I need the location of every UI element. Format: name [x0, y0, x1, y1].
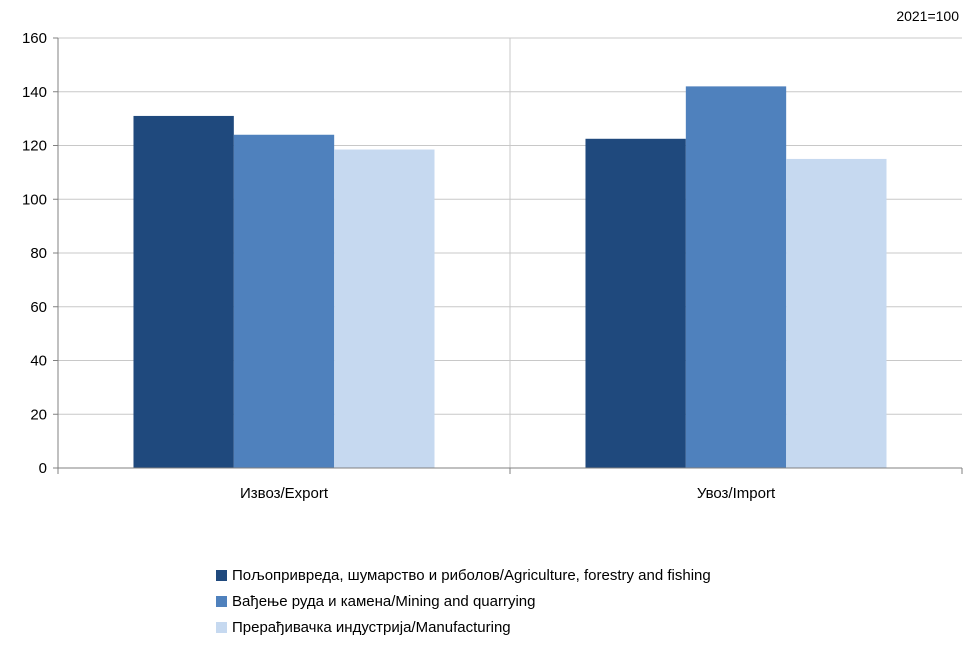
legend-swatch-mining: [216, 595, 227, 607]
legend-label-manufacturing: Прерађивачка индустрија/Manufacturing: [232, 618, 511, 636]
base-year-note: 2021=100: [896, 8, 959, 24]
y-tick-label: 140: [22, 84, 47, 101]
bar: [233, 134, 335, 468]
y-tick-label: 20: [30, 406, 47, 423]
bar: [334, 149, 435, 468]
bar: [133, 115, 234, 468]
legend-item-mining: Вађење руда и камена/Mining and quarryin…: [216, 588, 711, 614]
y-tick-label: 40: [30, 353, 47, 370]
y-tick-label: 160: [22, 30, 47, 47]
y-tick-label: 120: [22, 138, 47, 155]
x-category-label: Извоз/Export: [240, 485, 329, 502]
legend: Пољопривреда, шумарство и риболов/Agricu…: [216, 562, 711, 640]
legend-swatch-manufacturing: [216, 621, 227, 633]
x-category-label: Увоз/Import: [697, 485, 776, 502]
legend-item-manufacturing: Прерађивачка индустрија/Manufacturing: [216, 614, 711, 640]
legend-label-mining: Вађење руда и камена/Mining and quarryin…: [232, 592, 536, 610]
y-tick-label: 0: [39, 460, 47, 477]
legend-item-agriculture: Пољопривреда, шумарство и риболов/Agricu…: [216, 562, 711, 588]
bar: [786, 158, 887, 468]
y-tick-label: 80: [30, 245, 47, 262]
y-tick-label: 60: [30, 299, 47, 316]
bar: [585, 138, 686, 468]
y-tick-label: 100: [22, 191, 47, 208]
legend-label-agriculture: Пољопривреда, шумарство и риболов/Agricu…: [232, 566, 711, 584]
bar: [685, 86, 787, 468]
legend-swatch-agriculture: [216, 569, 227, 581]
